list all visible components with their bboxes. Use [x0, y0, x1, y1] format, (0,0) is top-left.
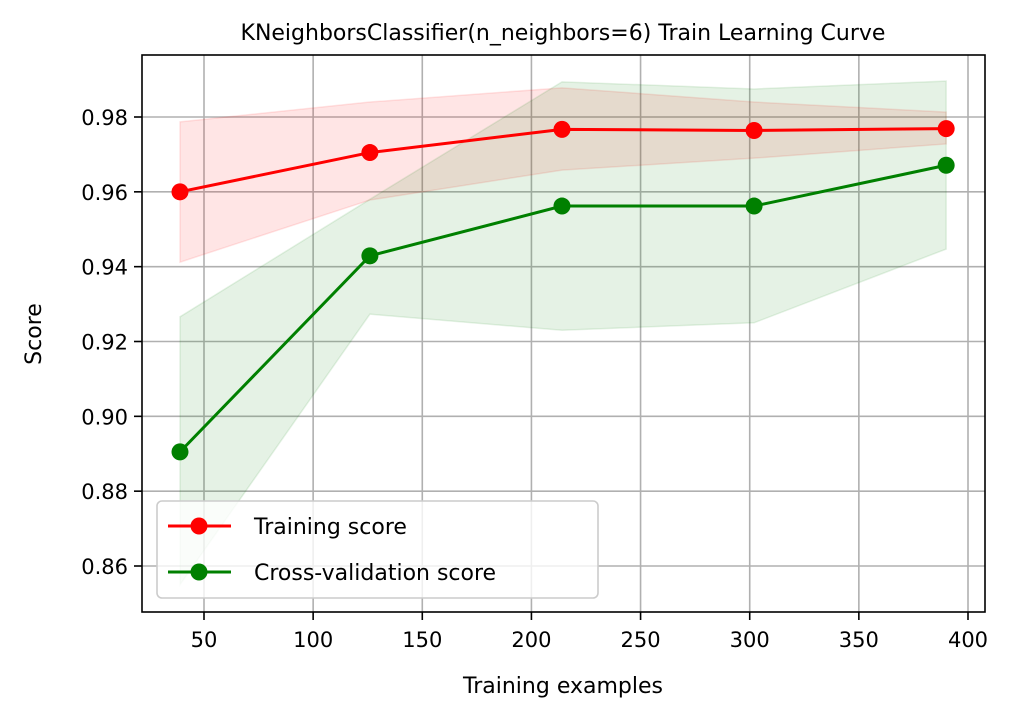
legend-label: Training score [253, 515, 407, 540]
data-point-marker [745, 121, 763, 139]
data-point-marker [553, 120, 571, 138]
legend-label: Cross-validation score [254, 561, 496, 586]
legend-box [156, 500, 599, 599]
y-tick-label: 0.92 [81, 331, 128, 355]
x-tick-label: 150 [402, 628, 442, 652]
series-lines [171, 120, 955, 461]
data-point-marker [937, 156, 955, 174]
legend-marker [190, 517, 208, 535]
plot-frame [141, 54, 986, 613]
data-point-marker [553, 197, 571, 215]
x-tick-label: 250 [621, 628, 661, 652]
x-tick-label: 350 [839, 628, 879, 652]
data-point-marker [361, 247, 379, 265]
chart-title: KNeighborsClassifier(n_neighbors=6) Trai… [241, 21, 886, 46]
y-axis-ticks: 0.86 0.88 0.90 0.92 0.94 0.96 0.98 [81, 106, 142, 579]
x-tick-label: 200 [511, 628, 551, 652]
grid-lines [142, 55, 985, 612]
legend: Training score Cross-validation score [156, 500, 599, 599]
legend-marker [190, 563, 208, 581]
y-tick-label: 0.94 [81, 256, 128, 280]
data-point-marker [745, 197, 763, 215]
x-axis-label: Training examples [462, 674, 663, 699]
x-tick-label: 100 [293, 628, 333, 652]
y-tick-label: 0.98 [81, 106, 128, 130]
y-tick-label: 0.96 [81, 181, 128, 205]
x-tick-label: 400 [948, 628, 988, 652]
data-point-marker [171, 443, 189, 461]
data-point-marker [171, 183, 189, 201]
x-axis-ticks: 50 100 150 200 250 300 350 400 [191, 612, 988, 652]
y-tick-label: 0.90 [81, 405, 128, 429]
y-tick-label: 0.88 [81, 480, 128, 504]
data-point-marker [937, 120, 955, 138]
x-tick-label: 300 [730, 628, 770, 652]
x-tick-label: 50 [191, 628, 218, 652]
y-axis-label: Score [22, 303, 47, 365]
data-point-marker [361, 144, 379, 162]
y-tick-label: 0.86 [81, 555, 128, 579]
